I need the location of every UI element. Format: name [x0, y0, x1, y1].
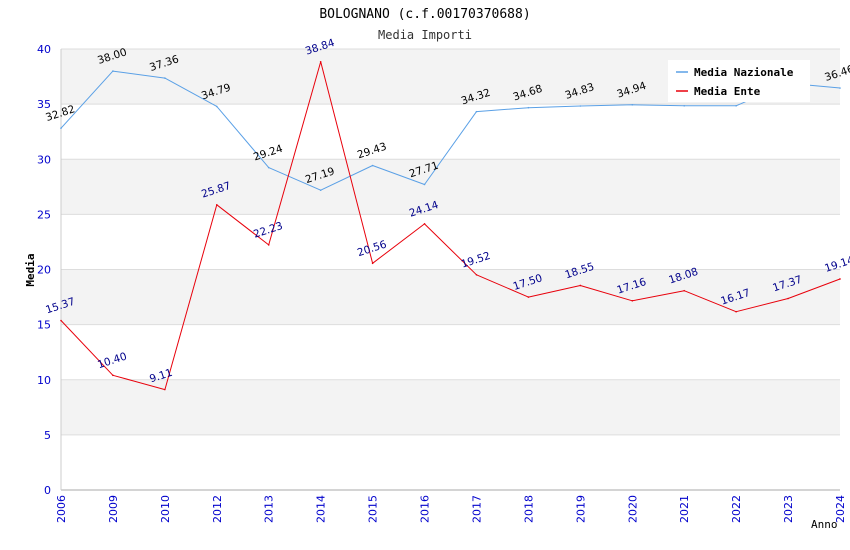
legend: Media Nazionale Media Ente — [668, 60, 810, 102]
series-line-nazionale — [60, 70, 841, 191]
data-point — [60, 319, 62, 322]
data-point — [475, 273, 478, 276]
x-tick-label: 2018 — [522, 495, 535, 523]
data-point — [216, 203, 218, 206]
grid-band — [61, 214, 840, 270]
data-point — [423, 183, 426, 186]
data-point — [579, 105, 582, 107]
y-tick-label: 5 — [44, 429, 51, 442]
x-tick-label: 2024 — [834, 495, 847, 523]
legend-label-ente: Media Ente — [694, 85, 761, 98]
y-tick-label: 0 — [44, 484, 51, 497]
legend-label-nazionale: Media Nazionale — [694, 66, 794, 79]
data-point — [60, 127, 62, 129]
x-tick-label: 2016 — [419, 495, 432, 523]
data-point — [527, 296, 530, 298]
y-tick-labels: 0 5 10 15 20 25 30 35 40 — [37, 43, 51, 497]
x-tick-label: 2006 — [55, 495, 68, 523]
y-axis-label: Media — [24, 253, 37, 286]
data-point — [839, 87, 841, 89]
x-tick-label: 2017 — [470, 495, 483, 523]
y-tick-label: 40 — [37, 43, 51, 56]
grid-bands — [61, 49, 840, 490]
legend-box — [668, 60, 810, 102]
data-point — [631, 103, 634, 106]
x-tick-label: 2021 — [678, 495, 691, 523]
grid-band — [61, 324, 840, 380]
y-tick-label: 20 — [37, 264, 51, 277]
x-tick-label: 2020 — [626, 495, 639, 523]
y-tick-label: 35 — [37, 98, 51, 111]
x-tick-label: 2015 — [367, 495, 380, 523]
data-point — [164, 388, 166, 391]
data-point — [371, 164, 374, 167]
data-point — [112, 374, 114, 377]
series-line-ente — [60, 61, 841, 391]
y-tick-label: 10 — [37, 374, 51, 387]
data-point — [267, 166, 270, 169]
data-point — [423, 223, 426, 225]
data-point — [683, 104, 685, 107]
y-tick-label: 30 — [37, 153, 51, 166]
x-tick-label: 2022 — [730, 495, 743, 523]
data-point — [267, 244, 270, 246]
grid-band — [61, 159, 840, 215]
chart-title: BOLOGNANO (c.f.00170370688) — [319, 7, 530, 22]
x-tick-label: 2019 — [574, 495, 587, 523]
grid-band — [61, 379, 840, 435]
data-point — [319, 189, 322, 192]
data-point — [735, 104, 737, 107]
y-tick-label: 25 — [37, 208, 51, 221]
grid-band — [61, 104, 840, 160]
data-point — [683, 289, 685, 292]
y-tick-label: 15 — [37, 319, 51, 332]
x-tick-label: 2014 — [315, 495, 328, 523]
data-point — [527, 106, 530, 109]
x-tick-label: 2013 — [263, 495, 276, 523]
data-point — [475, 110, 478, 113]
data-point — [112, 70, 114, 72]
data-point — [839, 278, 841, 280]
data-point — [319, 60, 322, 63]
data-point — [164, 77, 166, 79]
chart-subtitle: Media Importi — [378, 28, 472, 42]
x-tick-label: 2009 — [107, 495, 120, 523]
data-point — [735, 310, 737, 313]
data-point — [371, 262, 374, 265]
grid-band — [61, 434, 840, 490]
x-tick-labels: 2006 2009 2010 2012 2013 2014 2015 2016 2017 2018… — [55, 495, 847, 523]
x-tick-label: 2012 — [211, 495, 224, 523]
data-point — [216, 105, 218, 108]
data-point — [787, 297, 789, 300]
x-tick-label: 2023 — [782, 495, 795, 523]
x-axis-label: Anno — [811, 518, 838, 531]
data-point — [579, 284, 582, 287]
x-tick-label: 2010 — [159, 495, 172, 523]
data-point — [631, 300, 634, 302]
